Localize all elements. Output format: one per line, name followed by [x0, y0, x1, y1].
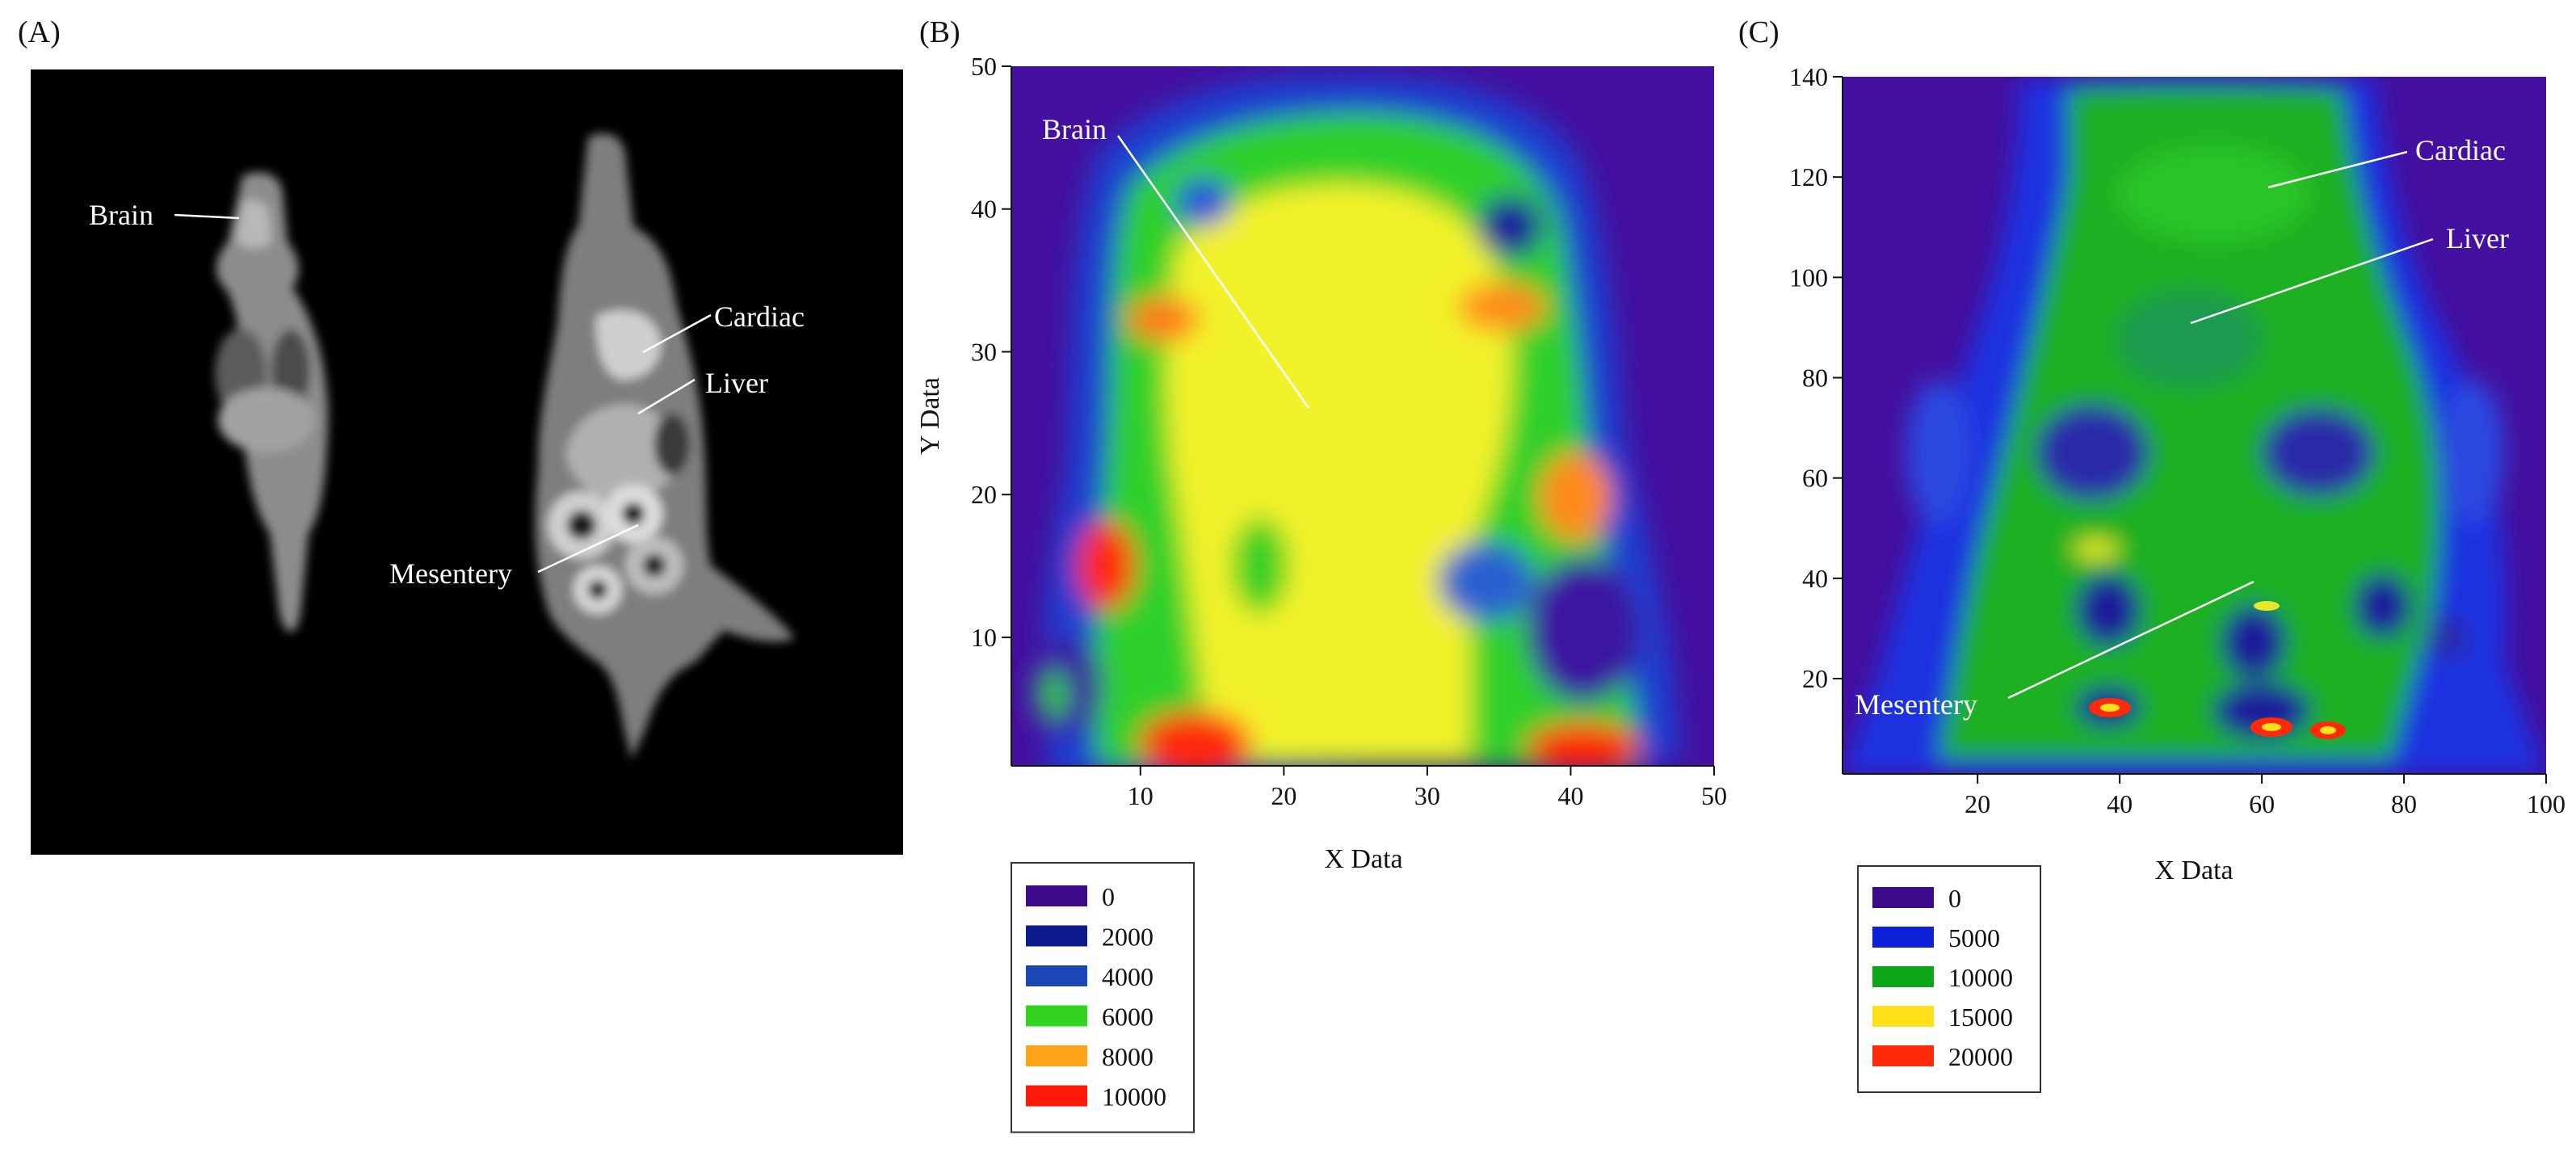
- mri-image: [31, 69, 903, 855]
- xlabel-c: X Data: [2154, 856, 2233, 885]
- panel-c-label: (C): [1738, 15, 1780, 49]
- y-tick-label: 60: [1802, 464, 1828, 493]
- legend-label: 20000: [1948, 1042, 2013, 1071]
- legend-swatch: [1026, 1005, 1087, 1027]
- y-tick-label: 50: [971, 52, 997, 81]
- legend-swatch: [1872, 1006, 1934, 1027]
- legend-swatch: [1872, 1045, 1934, 1066]
- heatmap-c: [1843, 77, 2546, 774]
- ylabel-b: Y Data: [915, 377, 945, 455]
- axes-b: 10 20 30 40 50 10 20 30 40 50: [971, 52, 1727, 810]
- legend-label: 10000: [1948, 963, 2013, 992]
- mri-scan-silhouettes: [215, 133, 795, 759]
- x-tick-label: 20: [1965, 789, 1990, 818]
- label-cardiac-c: Cardiac: [2415, 134, 2506, 166]
- x-tick-label: 50: [1701, 781, 1727, 810]
- y-tick-label: 40: [971, 195, 997, 224]
- x-tick-label: 40: [2107, 789, 2133, 818]
- legend-swatch: [1026, 925, 1087, 947]
- panel-a-label: (A): [18, 15, 61, 49]
- label-brain-b: Brain: [1042, 113, 1107, 145]
- legend-b: 0 2000 4000 6000 8000 10000: [1011, 862, 1195, 1133]
- legend-swatch: [1872, 927, 1934, 948]
- x-tick-label: 20: [1271, 781, 1296, 810]
- panel-c-leaders: [2007, 150, 2434, 700]
- legend-label: 15000: [1948, 1003, 2013, 1032]
- legend-label: 8000: [1102, 1042, 1154, 1071]
- x-tick-label: 30: [1414, 781, 1440, 810]
- y-tick-label: 100: [1789, 263, 1828, 292]
- label-liver-a: Liver: [705, 367, 768, 399]
- heatmap-c-hotspots: [2089, 601, 2346, 739]
- panel-b-label: (B): [919, 15, 960, 49]
- y-tick-label: 20: [1802, 664, 1828, 693]
- label-cardiac-a: Cardiac: [714, 301, 805, 333]
- label-liver-c: Liver: [2446, 222, 2509, 254]
- legend-label: 6000: [1102, 1003, 1154, 1032]
- y-tick-label: 30: [971, 337, 997, 366]
- y-tick-label: 120: [1789, 162, 1828, 191]
- y-tick-label: 40: [1802, 564, 1828, 593]
- heatmap-b: [1011, 66, 1714, 766]
- x-tick-label: 80: [2391, 789, 2417, 818]
- legend-swatch: [1026, 965, 1087, 986]
- label-brain-a: Brain: [89, 199, 153, 231]
- panel-a-leaders: [174, 213, 712, 574]
- brain-leader-b: [1116, 135, 1310, 409]
- legend-label: 4000: [1102, 962, 1154, 991]
- legend-swatch: [1872, 887, 1934, 908]
- legend-swatch: [1872, 966, 1934, 987]
- xlabel-b: X Data: [1324, 844, 1402, 874]
- label-mesentery-c: Mesentery: [1855, 688, 1977, 721]
- label-mesentery-a: Mesentery: [389, 557, 512, 590]
- heatmap-b-field: [1030, 75, 1680, 766]
- legend-label: 5000: [1948, 923, 2000, 952]
- y-tick-label: 80: [1802, 364, 1828, 393]
- legend-swatch: [1026, 1045, 1087, 1066]
- legend-c: 0 5000 10000 15000 20000: [1857, 865, 2041, 1093]
- legend-label: 10000: [1102, 1083, 1166, 1112]
- axes-c: 20 40 60 80 100 20 40 60 80 100 120 140: [1789, 62, 2565, 818]
- legend-label: 2000: [1102, 923, 1154, 952]
- y-tick-label: 20: [971, 480, 997, 509]
- x-tick-label: 40: [1557, 781, 1583, 810]
- x-tick-label: 10: [1128, 781, 1154, 810]
- x-tick-label: 100: [2527, 789, 2565, 818]
- heatmap-c-field: [1843, 78, 2546, 774]
- y-tick-label: 10: [971, 623, 997, 652]
- x-tick-label: 60: [2249, 789, 2275, 818]
- legend-swatch: [1026, 885, 1087, 906]
- legend-label: 0: [1102, 882, 1115, 911]
- legend-label: 0: [1948, 884, 1961, 913]
- legend-swatch: [1026, 1085, 1087, 1107]
- y-tick-label: 140: [1789, 62, 1828, 91]
